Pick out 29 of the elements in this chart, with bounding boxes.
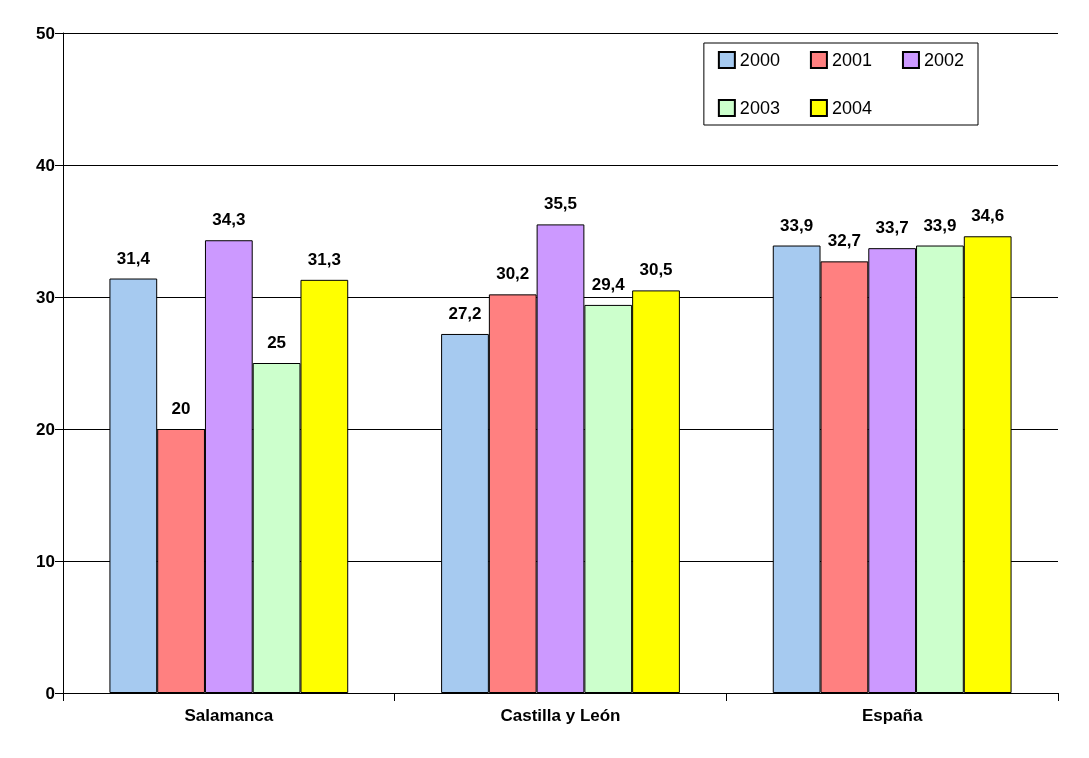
data-label: 31,4 [116, 248, 151, 268]
data-label: 30,5 [639, 260, 673, 280]
y-tick-label: 20 [36, 419, 55, 439]
legend-label: 2002 [923, 50, 964, 70]
legend-label: 2004 [831, 98, 872, 118]
data-label: 29,4 [591, 274, 626, 294]
legend-label: 2000 [739, 50, 780, 70]
data-label: 31,3 [307, 249, 341, 269]
data-label: 34,6 [971, 206, 1005, 226]
y-tick-label: 10 [36, 551, 55, 571]
x-tick-label: Castilla y León [500, 706, 621, 725]
x-tick-label: Salamanca [184, 706, 274, 725]
data-label: 30,2 [496, 264, 530, 284]
data-label: 33,7 [875, 218, 909, 238]
data-label: 34,3 [212, 210, 246, 230]
y-tick-label: 30 [36, 287, 55, 307]
legend-label: 2003 [739, 98, 780, 118]
legend-label: 2001 [831, 50, 872, 70]
x-tick-label: España [861, 706, 923, 725]
data-label: 33,9 [780, 215, 814, 235]
data-label: 32,7 [827, 231, 861, 251]
y-tick-label: 50 [36, 23, 55, 43]
data-label: 33,9 [923, 215, 957, 235]
y-tick-label: 0 [45, 683, 55, 703]
y-tick-label: 40 [36, 155, 55, 175]
data-label: 25 [267, 333, 287, 352]
data-label: 20 [171, 399, 191, 418]
data-label: 27,2 [448, 303, 482, 323]
data-label: 35,5 [543, 194, 578, 214]
